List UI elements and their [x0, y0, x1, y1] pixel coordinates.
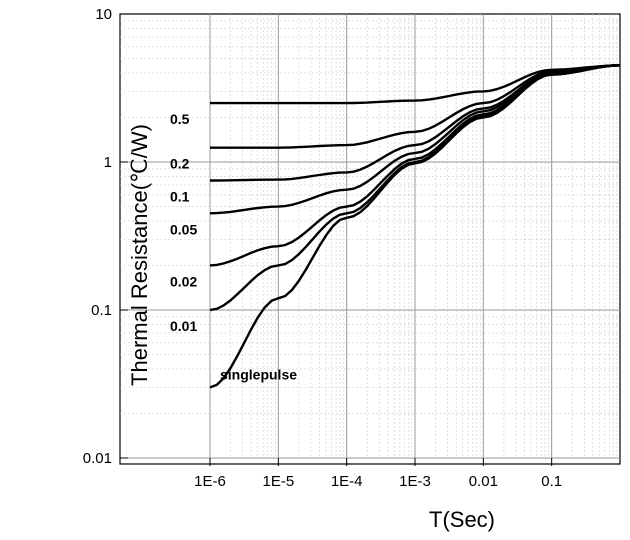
series-label-0.05: 0.05 — [170, 221, 197, 237]
series-label-0.5: 0.5 — [170, 111, 190, 127]
series-label-0.01: 0.01 — [170, 318, 197, 334]
y-axis-title: Thermal Resistance(℃/W) — [127, 124, 152, 386]
x-tick-label: 0.01 — [469, 473, 498, 490]
x-tick-label: 0.1 — [541, 473, 562, 490]
series-line-singlepulse — [209, 64, 621, 389]
x-tick-label: 1E-6 — [194, 473, 226, 490]
series-label-0.1: 0.1 — [170, 188, 190, 204]
y-tick-label: 0.1 — [91, 302, 112, 319]
series-labels: 0.5 0.2 0.1 0.05 0.02 0.01 singlepulse — [170, 111, 297, 382]
x-axis-ticks: 1E-6 1E-5 1E-4 1E-3 0.01 0.1 — [194, 458, 562, 490]
series-line-0.05 — [209, 64, 621, 215]
y-tick-label: 10 — [95, 6, 112, 23]
grid — [120, 14, 620, 459]
series-label-0.02: 0.02 — [170, 273, 197, 289]
series-label-singlepulse: singlepulse — [220, 366, 297, 382]
y-axis-ticks: 0.01 0.1 1 10 — [83, 6, 128, 467]
x-tick-label: 1E-4 — [331, 473, 363, 490]
x-axis-title: T(Sec) — [429, 507, 495, 532]
y-tick-label: 0.01 — [83, 450, 112, 467]
series-label-0.2: 0.2 — [170, 156, 190, 172]
series-group — [209, 64, 621, 389]
x-tick-label: 1E-5 — [262, 473, 294, 490]
x-tick-label: 1E-3 — [399, 473, 431, 490]
series-line-0.5 — [210, 64, 621, 105]
series-line-0.2 — [210, 64, 621, 149]
y-tick-label: 1 — [104, 154, 112, 171]
